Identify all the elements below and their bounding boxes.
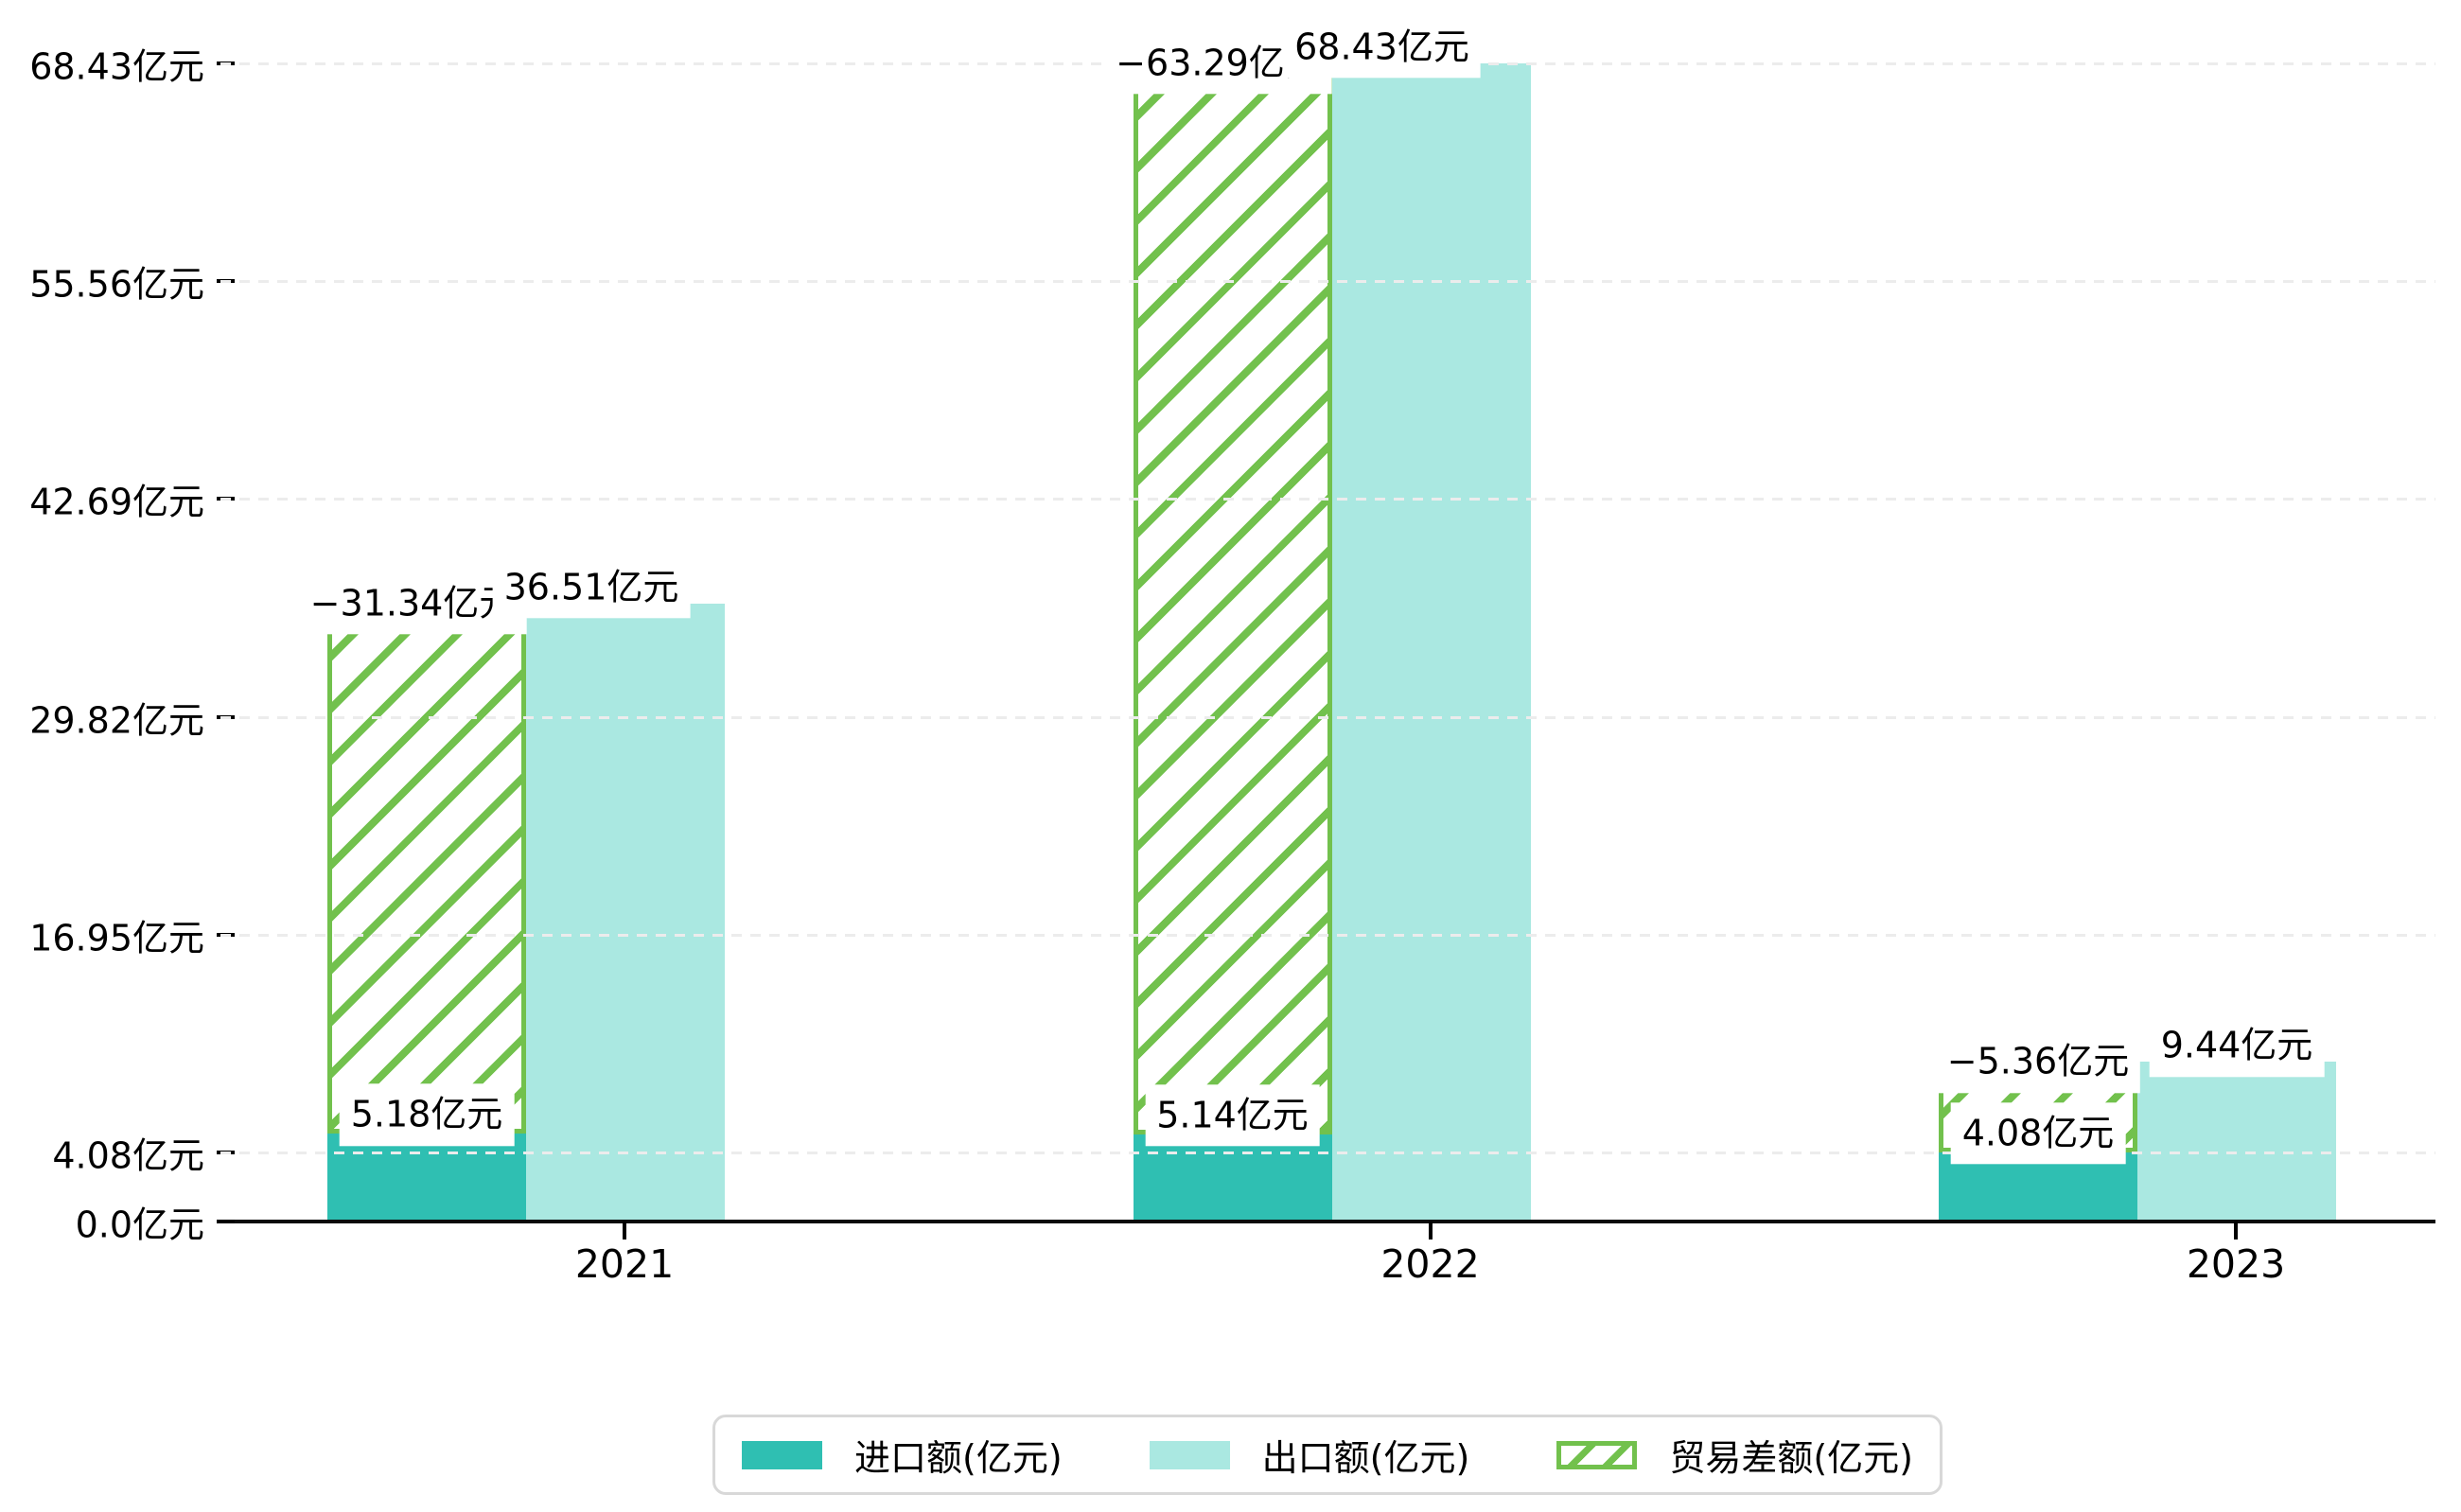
gridline (220, 280, 2435, 284)
legend-item-import: 进口额(亿元) (742, 1429, 1063, 1481)
y-tick-label: 16.95亿元 (29, 917, 204, 959)
gridline (220, 1152, 2435, 1155)
import-value-label: 4.08亿元 (1950, 1102, 2126, 1165)
bar-import-2021 (327, 1134, 526, 1222)
gridline (220, 933, 2435, 937)
bar-export-2022 (1331, 63, 1531, 1222)
bar-export-2021 (526, 603, 725, 1222)
x-tick-mark (623, 1222, 626, 1239)
export-value-label: 68.43亿元 (1283, 16, 1481, 79)
legend-label-balance: 贸易差额(亿元) (1669, 1437, 1913, 1479)
y-tick-label: 4.08亿元 (52, 1134, 204, 1177)
legend-label-import: 进口额(亿元) (854, 1437, 1063, 1479)
bar-import-2022 (1133, 1134, 1332, 1222)
legend-label-export: 出口额(亿元) (1261, 1437, 1470, 1479)
x-tick-mark (1428, 1222, 1433, 1239)
x-axis-label-2022: 2022 (1380, 1241, 1480, 1287)
import-value-label: 5.18亿元 (339, 1083, 515, 1147)
y-tick-label: 42.69亿元 (29, 481, 204, 523)
balance-value-label: −31.34亿元 (298, 572, 527, 635)
balance-hatch-swatch-icon (1556, 1440, 1638, 1469)
legend-item-export: 出口额(亿元) (1149, 1429, 1470, 1481)
balance-value-label: −5.36亿元 (1935, 1030, 2141, 1093)
x-axis-line (220, 1220, 2435, 1223)
y-tick-label: 29.82亿元 (29, 699, 204, 742)
y-tick-label: 55.56亿元 (29, 263, 204, 306)
import-swatch-icon (742, 1440, 823, 1469)
y-tick-label: 68.43亿元 (29, 45, 204, 88)
import-value-label: 5.14亿元 (1145, 1084, 1320, 1147)
y-tick-label: 0.0亿元 (75, 1204, 204, 1246)
bar-balance-2021 (327, 603, 526, 1134)
export-value-label: 9.44亿元 (2149, 1014, 2325, 1077)
legend-item-balance: 贸易差额(亿元) (1556, 1429, 1913, 1481)
export-swatch-icon (1149, 1440, 1230, 1469)
legend: 进口额(亿元) 出口额(亿元) 贸易差额(亿元) (712, 1415, 1942, 1495)
x-axis-label-2023: 2023 (2186, 1241, 2286, 1287)
bar-balance-2022 (1133, 63, 1332, 1135)
export-value-label: 36.51亿元 (492, 556, 691, 619)
y-tick-mark (217, 1220, 235, 1223)
gridline (220, 498, 2435, 501)
x-tick-mark (2234, 1222, 2238, 1239)
bar-export-2023 (2137, 1062, 2336, 1222)
gridline (220, 715, 2435, 719)
x-axis-label-2021: 2021 (574, 1241, 675, 1287)
